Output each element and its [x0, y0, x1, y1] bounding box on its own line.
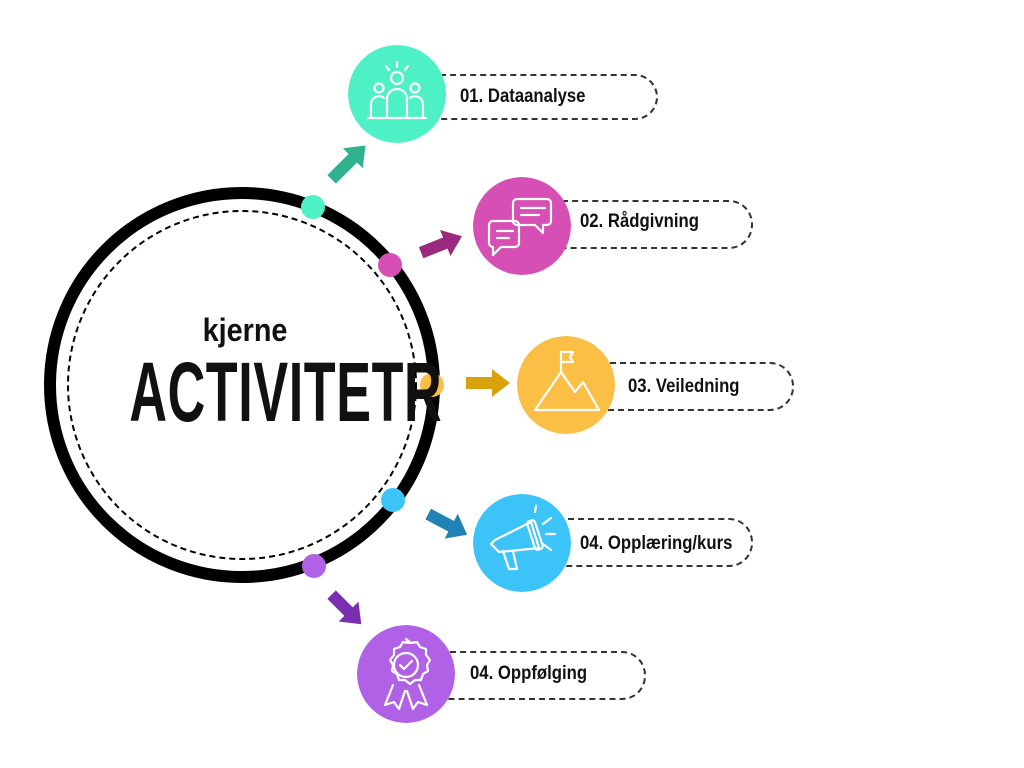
arrow-5: [327, 590, 362, 625]
connector-dot-1: [301, 195, 325, 219]
arrow-4: [425, 508, 468, 539]
item-5-label-box: [440, 651, 646, 700]
team-icon: [366, 60, 428, 120]
chat-bubbles-icon: [487, 197, 553, 257]
inner-dashed-ring: [67, 210, 417, 560]
center-title: ACTIVITETR: [129, 345, 443, 439]
item-2-circle: [473, 177, 571, 275]
item-3-label: 03. Veiledning: [628, 376, 740, 397]
arrow-3: [466, 369, 510, 397]
item-4-circle: [473, 494, 571, 592]
connector-dot-5: [302, 554, 326, 578]
item-2-label: 02. Rådgivning: [580, 211, 699, 232]
megaphone-icon: [489, 504, 557, 571]
arrow-2: [418, 230, 462, 259]
arrow-1: [327, 145, 366, 184]
item-3-circle: [517, 336, 615, 434]
connector-dot-3: [420, 373, 444, 397]
item-1-label-box: [430, 74, 658, 120]
item-5-label: 04. Oppfølging: [470, 663, 588, 684]
item-5-circle: [357, 625, 455, 723]
item-4-label: 04. Opplæring/kurs: [580, 533, 733, 554]
mountain-flag-icon: [533, 350, 601, 412]
item-4-label-box: [548, 518, 753, 567]
item-2-label-box: [552, 200, 753, 249]
connector-dot-2: [378, 253, 402, 277]
item-3-label-box: [590, 362, 794, 411]
award-badge-icon: [383, 637, 432, 711]
item-1-label: 01. Dataanalyse: [460, 86, 586, 107]
connector-dot-4: [381, 488, 405, 512]
item-1-circle: [348, 45, 446, 143]
center-subtitle: kjerne: [202, 312, 288, 348]
